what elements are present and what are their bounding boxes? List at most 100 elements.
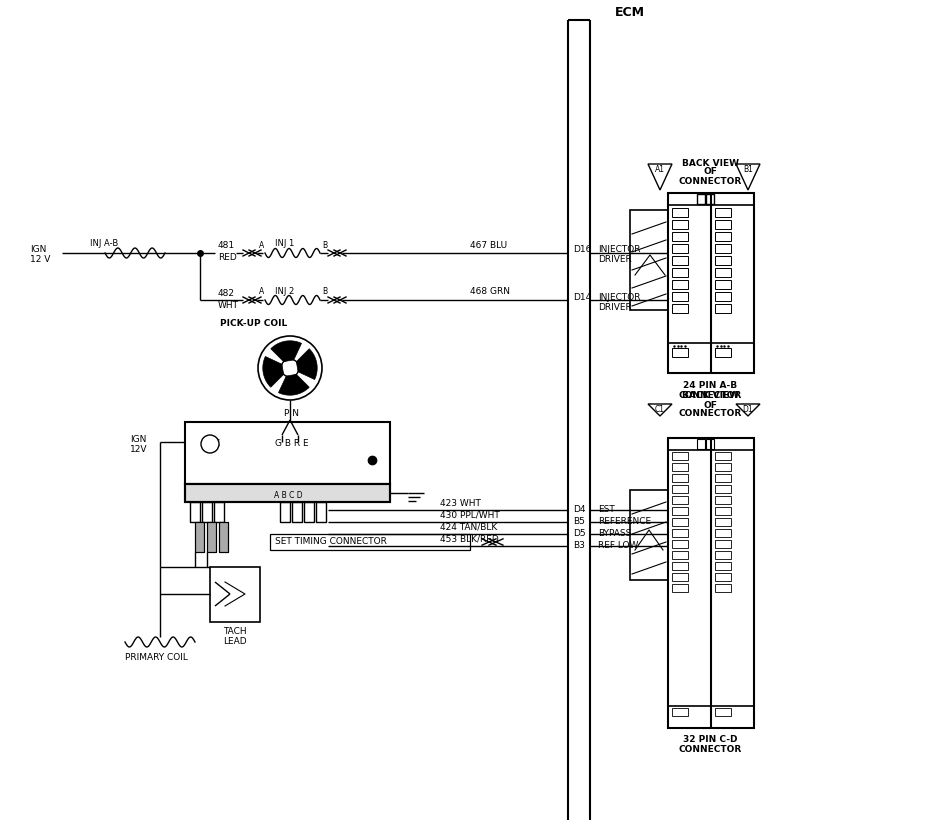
Bar: [672, 232, 688, 241]
Circle shape: [201, 435, 219, 453]
Bar: [672, 208, 688, 217]
Bar: [715, 562, 731, 570]
Polygon shape: [296, 349, 317, 380]
Text: DRIVER: DRIVER: [598, 302, 632, 312]
Text: 424 TAN/BLK: 424 TAN/BLK: [440, 522, 497, 532]
Bar: [185, 422, 390, 484]
Bar: [214, 502, 224, 522]
Bar: [672, 256, 688, 265]
Polygon shape: [648, 404, 672, 416]
Text: D16: D16: [573, 245, 591, 255]
Bar: [715, 474, 731, 482]
Bar: [715, 584, 731, 592]
Bar: [672, 529, 688, 537]
Bar: [715, 573, 731, 581]
Text: CONNECTOR: CONNECTOR: [679, 391, 742, 400]
Bar: [672, 573, 688, 581]
Text: WHT: WHT: [218, 301, 239, 309]
Text: INJ 2: INJ 2: [275, 286, 294, 296]
Bar: [668, 193, 754, 205]
Bar: [668, 193, 754, 373]
Text: A B C D: A B C D: [274, 491, 303, 501]
Text: CONNECTOR: CONNECTOR: [679, 409, 742, 418]
Bar: [195, 522, 204, 552]
Text: INJECTOR: INJECTOR: [598, 292, 641, 302]
Bar: [672, 551, 688, 559]
Bar: [270, 534, 470, 550]
Text: 32 PIN C-D: 32 PIN C-D: [683, 736, 737, 744]
Bar: [207, 522, 216, 552]
Text: TACH: TACH: [223, 627, 247, 637]
Bar: [672, 507, 688, 515]
Bar: [715, 244, 731, 253]
Bar: [304, 502, 314, 522]
Text: B1: B1: [744, 165, 753, 175]
Bar: [715, 485, 731, 493]
Bar: [715, 540, 731, 548]
Bar: [715, 280, 731, 289]
Text: B: B: [322, 287, 327, 297]
Bar: [672, 474, 688, 482]
Bar: [715, 708, 731, 716]
Text: 453 BLK/RED: 453 BLK/RED: [440, 534, 499, 543]
Text: IGN: IGN: [30, 244, 47, 254]
Text: PICK-UP COIL: PICK-UP COIL: [220, 319, 288, 328]
Bar: [672, 268, 688, 277]
Bar: [715, 348, 731, 357]
Bar: [202, 502, 212, 522]
Bar: [697, 194, 705, 204]
Text: 468 GRN: 468 GRN: [470, 287, 510, 297]
Text: DRIVER: DRIVER: [598, 255, 632, 265]
Bar: [630, 490, 668, 580]
Text: 12 V: 12 V: [30, 255, 50, 264]
Polygon shape: [736, 404, 760, 416]
Text: REF LOW: REF LOW: [598, 542, 639, 550]
Text: REFERENCE: REFERENCE: [598, 517, 651, 527]
Text: INJECTOR: INJECTOR: [598, 245, 641, 255]
Bar: [706, 439, 714, 449]
Bar: [715, 292, 731, 301]
Polygon shape: [736, 164, 760, 190]
Bar: [715, 220, 731, 229]
Circle shape: [258, 336, 322, 400]
Bar: [715, 496, 731, 504]
Bar: [672, 348, 688, 357]
Polygon shape: [648, 164, 672, 190]
Text: D1: D1: [743, 406, 753, 414]
Bar: [672, 518, 688, 526]
Bar: [672, 452, 688, 460]
Bar: [219, 522, 228, 552]
Text: BYPASS: BYPASS: [598, 529, 631, 538]
Bar: [715, 232, 731, 241]
Text: INJ A-B: INJ A-B: [90, 239, 118, 248]
Text: 481: 481: [218, 242, 235, 250]
Bar: [706, 194, 714, 204]
Bar: [195, 522, 204, 552]
Text: D4: D4: [573, 506, 585, 514]
Text: A: A: [259, 240, 265, 249]
Text: + C: + C: [206, 439, 220, 449]
Bar: [715, 507, 731, 515]
Bar: [668, 706, 754, 728]
Bar: [715, 463, 731, 471]
Text: B3: B3: [573, 542, 585, 550]
Bar: [219, 522, 228, 552]
Text: EST: EST: [598, 506, 615, 514]
Text: D5: D5: [573, 529, 585, 538]
Text: 423 WHT: 423 WHT: [440, 498, 481, 507]
Bar: [672, 485, 688, 493]
Bar: [715, 551, 731, 559]
Polygon shape: [263, 356, 284, 387]
Text: 430 PPL/WHT: 430 PPL/WHT: [440, 511, 500, 519]
Bar: [672, 584, 688, 592]
Bar: [672, 496, 688, 504]
Bar: [715, 452, 731, 460]
Bar: [715, 304, 731, 313]
Bar: [668, 343, 754, 373]
Polygon shape: [279, 375, 309, 395]
Bar: [316, 502, 326, 522]
Bar: [715, 529, 731, 537]
Text: OF: OF: [704, 167, 717, 176]
Text: PRIMARY COIL: PRIMARY COIL: [125, 653, 188, 662]
Bar: [207, 522, 216, 552]
